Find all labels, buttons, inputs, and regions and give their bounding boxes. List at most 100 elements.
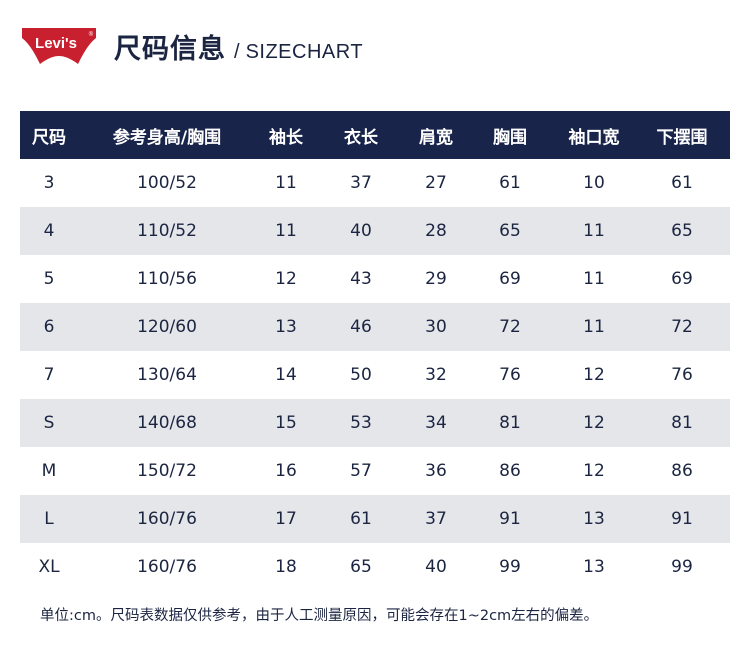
table-cell: 12 — [275, 269, 297, 289]
table-cell: 12 — [583, 461, 605, 481]
table-body: 3 100/52 11 37 27 61 10 61 4 110/52 11 40 28 65 11 65 5 1… — [20, 159, 730, 591]
table-cell: 13 — [583, 557, 605, 577]
table-cell: 69 — [671, 269, 693, 289]
table-cell: 29 — [425, 269, 447, 289]
table-row: S 140/68 15 53 34 81 12 81 — [20, 399, 730, 447]
table-cell: 110/56 — [137, 269, 197, 289]
table-row: 6 120/60 13 46 30 72 11 72 — [20, 303, 730, 351]
table-cell: 32 — [425, 365, 447, 385]
table-cell: 34 — [406, 399, 466, 447]
table-row: XL 160/76 18 65 40 99 13 99 — [20, 543, 730, 591]
table-row: 7 130/64 14 50 32 76 12 76 — [20, 351, 730, 399]
table-cell: 40 — [316, 207, 406, 255]
table-cell: 160/76 — [78, 495, 256, 543]
table-cell: 36 — [425, 461, 447, 481]
column-header: 袖长 — [256, 111, 316, 159]
table-cell: 100/52 — [137, 173, 197, 193]
table-cell: 30 — [406, 303, 466, 351]
table-cell: 61 — [671, 173, 693, 193]
table-cell: 61 — [499, 173, 521, 193]
table-cell: 65 — [350, 557, 372, 577]
table-cell: S — [20, 399, 78, 447]
column-header: 参考身高/胸围 — [78, 111, 256, 159]
table-cell: 130/64 — [137, 365, 197, 385]
table-cell: 17 — [256, 495, 316, 543]
page-header: Levi's ® 尺码信息 / SIZECHART — [20, 22, 363, 70]
table-cell: 81 — [466, 399, 554, 447]
levis-batwing-logo-icon: Levi's ® — [22, 28, 96, 64]
column-header: 下摆围 — [634, 111, 730, 159]
table-cell: 46 — [316, 303, 406, 351]
table-cell: 11 — [554, 303, 634, 351]
table-row: 4 110/52 11 40 28 65 11 65 — [20, 207, 730, 255]
table-cell: 72 — [634, 303, 730, 351]
table-cell: 13 — [256, 303, 316, 351]
table-cell: 43 — [350, 269, 372, 289]
table-cell: 65 — [634, 207, 730, 255]
table-cell: 18 — [275, 557, 297, 577]
table-cell: 150/72 — [137, 461, 197, 481]
table-cell: 50 — [350, 365, 372, 385]
table-cell: 3 — [43, 173, 55, 193]
svg-text:®: ® — [89, 31, 94, 38]
table-cell: 14 — [275, 365, 297, 385]
table-cell: 12 — [554, 399, 634, 447]
table-cell: 10 — [583, 173, 605, 193]
table-cell: 11 — [554, 207, 634, 255]
table-cell: 81 — [634, 399, 730, 447]
column-header: 肩宽 — [406, 111, 466, 159]
table-cell: 160/76 — [137, 557, 197, 577]
table-cell: 86 — [499, 461, 521, 481]
size-chart-table: 尺码 参考身高/胸围 袖长 衣长 肩宽 胸围 袖口宽 下摆围 3 100/52 11… — [20, 111, 730, 591]
footnote: 单位:cm。尺码表数据仅供参考，由于人工测量原因，可能会存在1~2cm左右的偏差… — [40, 608, 599, 624]
column-header: 袖口宽 — [554, 111, 634, 159]
table-cell: 7 — [43, 365, 55, 385]
table-cell: 27 — [425, 173, 447, 193]
table-cell: 12 — [583, 365, 605, 385]
title-group: 尺码信息 / SIZECHART — [114, 27, 363, 66]
table-cell: M — [41, 461, 57, 481]
column-header: 尺码 — [20, 111, 78, 159]
table-cell: 16 — [275, 461, 297, 481]
table-cell: XL — [38, 557, 60, 577]
table-cell: 69 — [499, 269, 521, 289]
table-cell: 61 — [316, 495, 406, 543]
table-cell: 76 — [671, 365, 693, 385]
table-cell: 11 — [256, 207, 316, 255]
table-cell: 99 — [671, 557, 693, 577]
table-cell: 110/52 — [78, 207, 256, 255]
table-row: 3 100/52 11 37 27 61 10 61 — [20, 159, 730, 207]
table-head: 尺码 参考身高/胸围 袖长 衣长 肩宽 胸围 袖口宽 下摆围 — [20, 111, 730, 159]
svg-text:Levi's: Levi's — [35, 35, 77, 52]
table-cell: 86 — [671, 461, 693, 481]
page-title: 尺码信息 — [114, 33, 226, 65]
header-row: 尺码 参考身高/胸围 袖长 衣长 肩宽 胸围 袖口宽 下摆围 — [20, 111, 730, 159]
table-row: M 150/72 16 57 36 86 12 86 — [20, 447, 730, 495]
table-row: 5 110/56 12 43 29 69 11 69 — [20, 255, 730, 303]
table-cell: 53 — [316, 399, 406, 447]
table-cell: 72 — [466, 303, 554, 351]
levis-logo: Levi's ® — [20, 26, 98, 66]
title-separator: / — [234, 40, 240, 63]
table-cell: 15 — [256, 399, 316, 447]
table-cell: 140/68 — [78, 399, 256, 447]
table-cell: 37 — [350, 173, 372, 193]
table-cell: 4 — [20, 207, 78, 255]
table-row: L 160/76 17 61 37 91 13 91 — [20, 495, 730, 543]
column-header: 胸围 — [466, 111, 554, 159]
table-cell: 11 — [275, 173, 297, 193]
table-cell: 5 — [43, 269, 55, 289]
table-cell: 65 — [466, 207, 554, 255]
table-cell: 28 — [406, 207, 466, 255]
table-cell: 76 — [499, 365, 521, 385]
table-cell: 57 — [350, 461, 372, 481]
table-cell: 37 — [406, 495, 466, 543]
table-cell: 6 — [20, 303, 78, 351]
table-cell: 99 — [499, 557, 521, 577]
column-header: 衣长 — [316, 111, 406, 159]
table-cell: 40 — [425, 557, 447, 577]
table-cell: 13 — [554, 495, 634, 543]
table-cell: 91 — [634, 495, 730, 543]
table-cell: L — [20, 495, 78, 543]
table-cell: 91 — [466, 495, 554, 543]
